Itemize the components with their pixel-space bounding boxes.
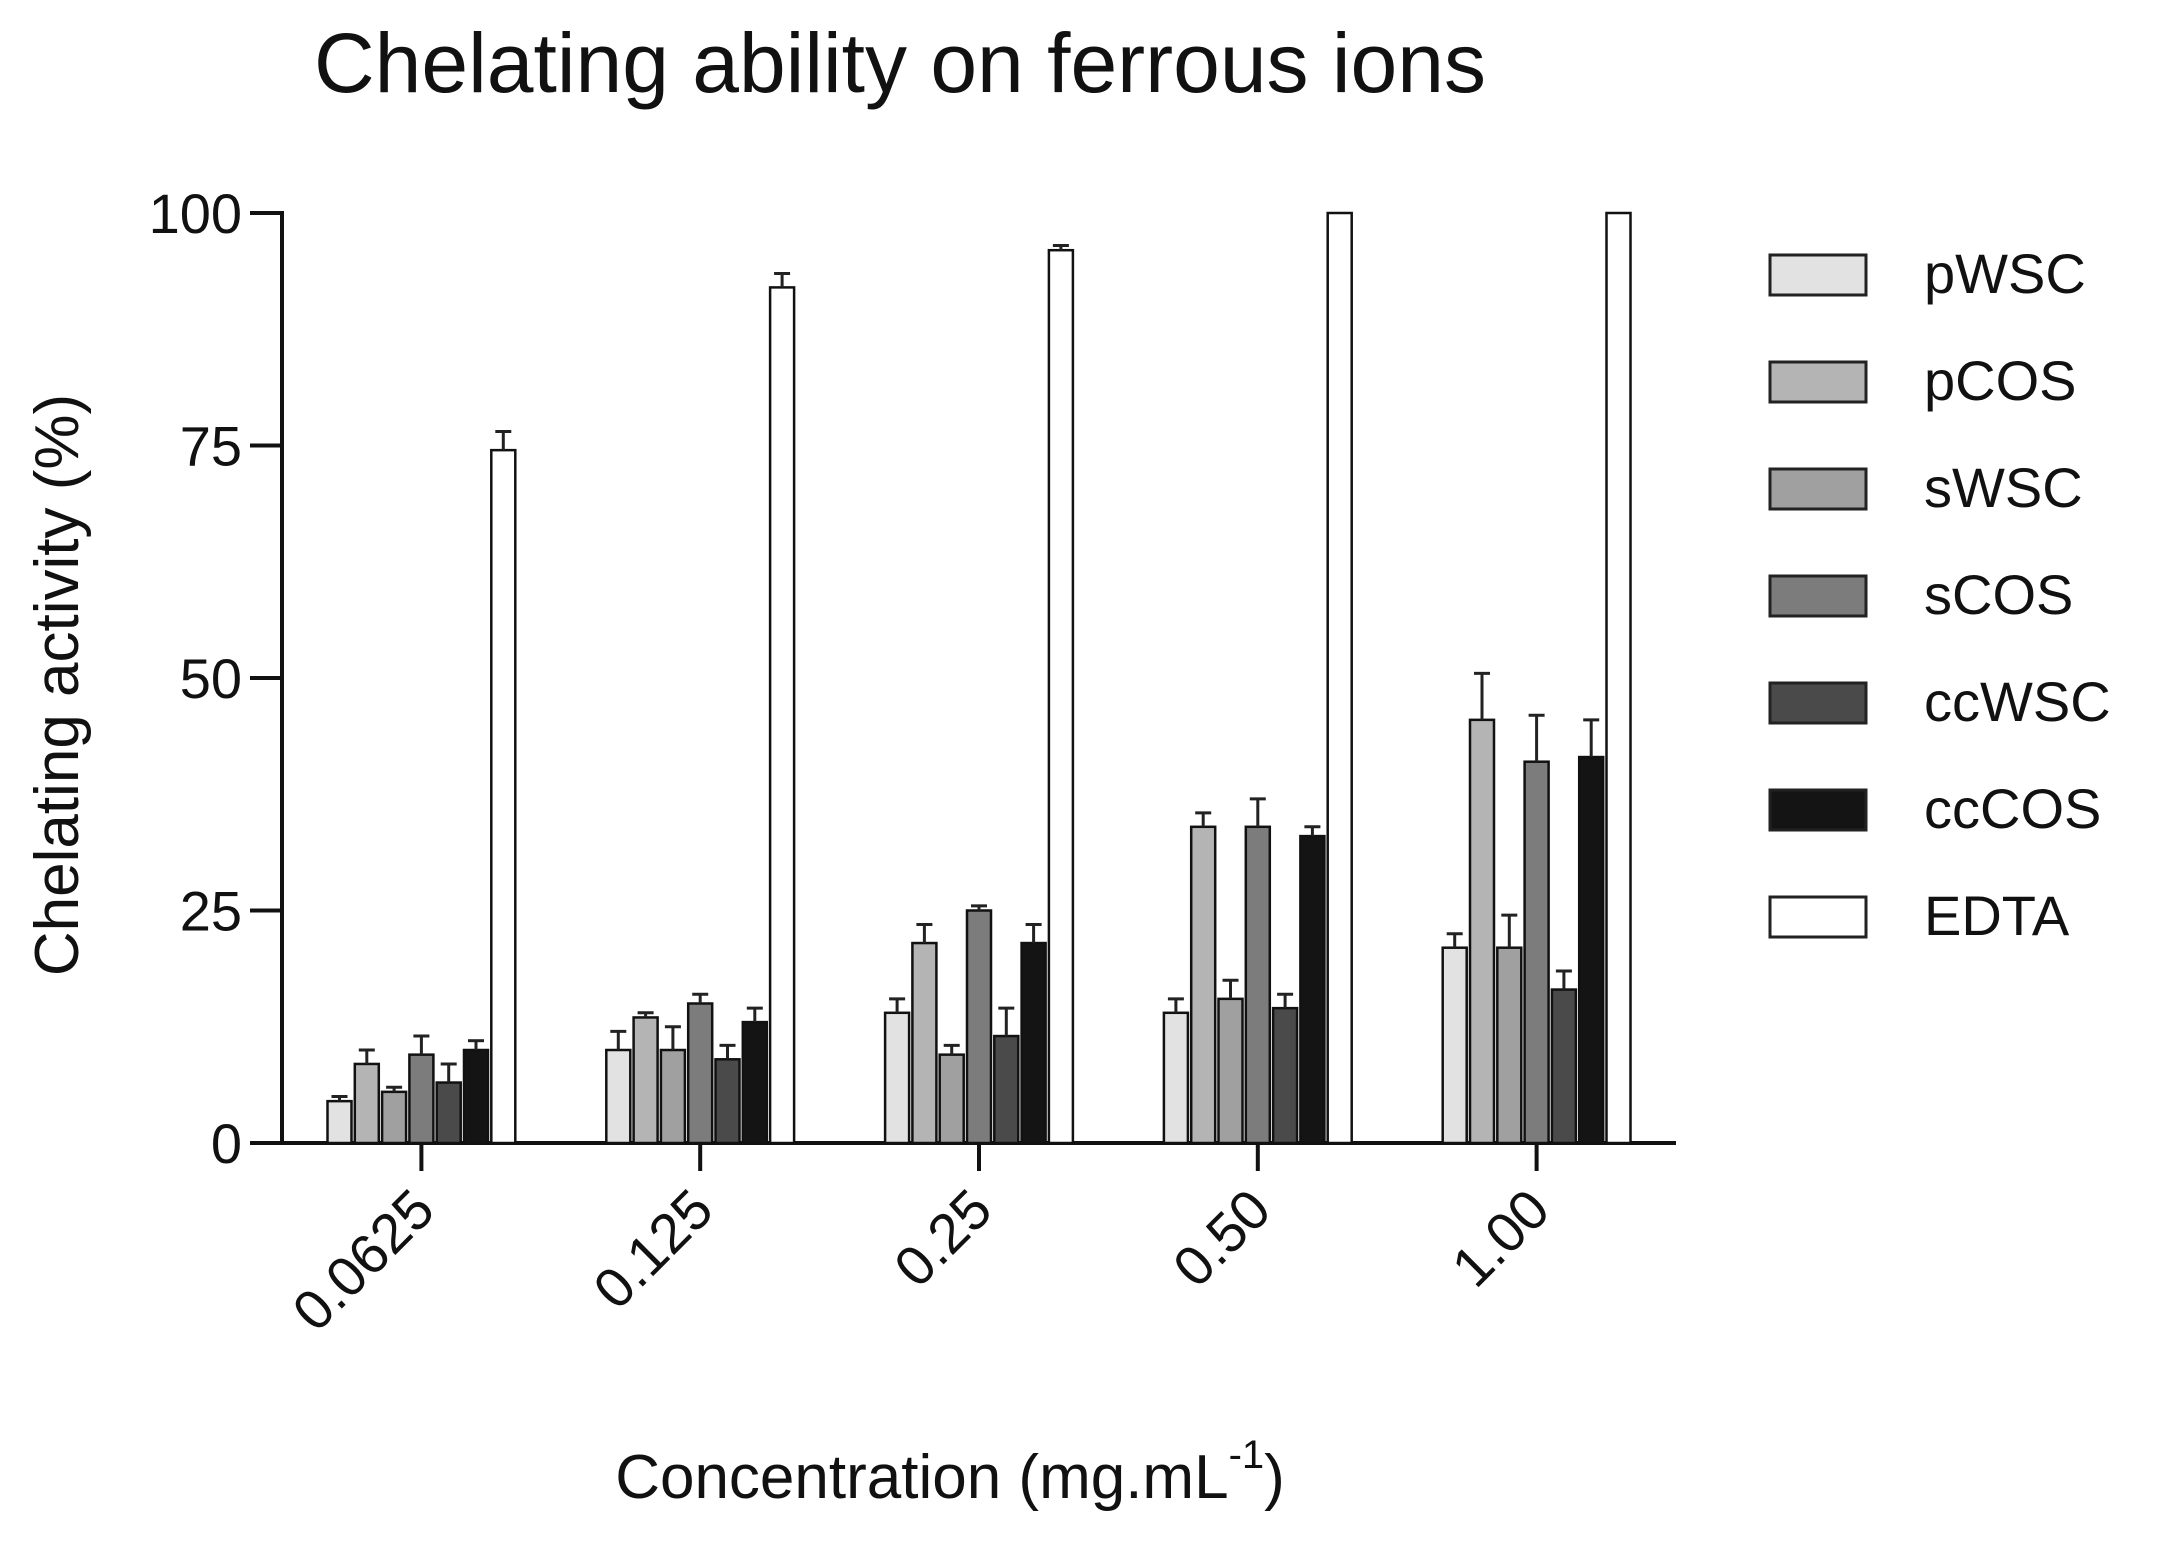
bar-pCOS-1.00 <box>1468 718 1496 1145</box>
bar-sCOS-0.50 <box>1244 825 1272 1145</box>
bar-pCOS-0.25 <box>911 941 938 1145</box>
bar-ccWSC-1.00 <box>1550 988 1578 1145</box>
bar-sCOS-1.00 <box>1523 760 1550 1145</box>
bar-ccWSC-0.50 <box>1271 1006 1299 1145</box>
y-tick-label: 50 <box>180 647 242 710</box>
legend-swatch-ccWSC <box>1768 681 1868 725</box>
x-tick-label: 0.50 <box>1161 1177 1283 1299</box>
x-axis-label-suffix: ) <box>1264 1443 1285 1512</box>
bar-ccWSC-0.0625 <box>435 1081 462 1145</box>
chart-title: Chelating ability on ferrous ions <box>314 16 1486 110</box>
legend-label-sCOS: sCOS <box>1924 563 2073 626</box>
legend-label-pWSC: pWSC <box>1924 242 2086 305</box>
x-tick-label: 0.0625 <box>280 1177 446 1343</box>
y-tick-label: 25 <box>180 880 242 943</box>
bar-pWSC-0.50 <box>1162 1011 1190 1145</box>
bar-pCOS-0.50 <box>1189 825 1217 1145</box>
bar-sWSC-0.0625 <box>380 1090 408 1145</box>
legend-swatch-sWSC <box>1768 467 1868 511</box>
bar-EDTA-0.50 <box>1326 211 1353 1145</box>
bar-ccCOS-0.25 <box>1020 941 1047 1145</box>
legend-swatch-pWSC <box>1768 253 1868 297</box>
y-tick-label: 100 <box>149 182 242 245</box>
bar-sWSC-1.00 <box>1496 946 1523 1145</box>
legend-swatch-pCOS <box>1768 360 1868 404</box>
bar-ccWSC-0.25 <box>993 1034 1020 1145</box>
bar-pWSC-0.0625 <box>326 1099 353 1145</box>
legend-swatch-sCOS <box>1768 574 1868 618</box>
x-axis-label: Concentration (mg.mL-1) <box>615 1433 1285 1512</box>
legend-label-pCOS: pCOS <box>1924 349 2077 412</box>
legend-label-sWSC: sWSC <box>1924 456 2083 519</box>
legend-label-ccCOS: ccCOS <box>1924 777 2101 840</box>
y-axis-label: Chelating activity (%) <box>23 394 92 976</box>
bar-ccWSC-0.125 <box>714 1058 741 1145</box>
bar-EDTA-0.125 <box>768 286 796 1145</box>
bar-sCOS-0.0625 <box>408 1053 435 1145</box>
bar-pWSC-1.00 <box>1441 946 1468 1145</box>
legend-label-EDTA: EDTA <box>1924 884 2070 947</box>
x-axis-label-text: Concentration (mg.mL <box>615 1443 1228 1512</box>
x-tick-label: 1.00 <box>1439 1177 1561 1299</box>
bar-pWSC-0.125 <box>605 1048 632 1145</box>
bar-EDTA-1.00 <box>1605 211 1632 1145</box>
legend: pWSC pCOS sWSC sCOS ccWSC ccCOS EDTA <box>1768 242 2111 947</box>
bar-EDTA-0.25 <box>1047 248 1075 1145</box>
bar-pWSC-0.25 <box>883 1011 911 1145</box>
bar-ccCOS-0.125 <box>741 1020 769 1145</box>
bar-EDTA-0.0625 <box>490 448 517 1145</box>
bar-pCOS-0.0625 <box>353 1062 381 1145</box>
legend-swatch-EDTA <box>1768 895 1868 939</box>
bar-sWSC-0.25 <box>938 1053 965 1145</box>
bar-ccCOS-0.50 <box>1299 834 1326 1145</box>
bar-ccCOS-1.00 <box>1577 755 1605 1145</box>
bar-pCOS-0.125 <box>632 1016 659 1145</box>
x-tick-label: 0.125 <box>581 1177 725 1321</box>
bar-sCOS-0.125 <box>686 1002 714 1145</box>
x-tick-label: 0.25 <box>882 1177 1004 1299</box>
x-axis-label-superscript: -1 <box>1229 1433 1265 1477</box>
bar-sCOS-0.25 <box>965 909 993 1145</box>
y-tick-label: 75 <box>180 415 242 478</box>
legend-swatch-ccCOS <box>1768 788 1868 832</box>
plot-area: 0 25 50 75 100 0.0625 0.125 0.25 0.50 1.00 <box>149 182 1676 1343</box>
y-tick-label: 0 <box>211 1112 242 1175</box>
bar-ccCOS-0.0625 <box>462 1048 490 1145</box>
legend-label-ccWSC: ccWSC <box>1924 670 2111 733</box>
bar-sWSC-0.50 <box>1217 997 1244 1145</box>
bar-sWSC-0.125 <box>659 1048 687 1145</box>
